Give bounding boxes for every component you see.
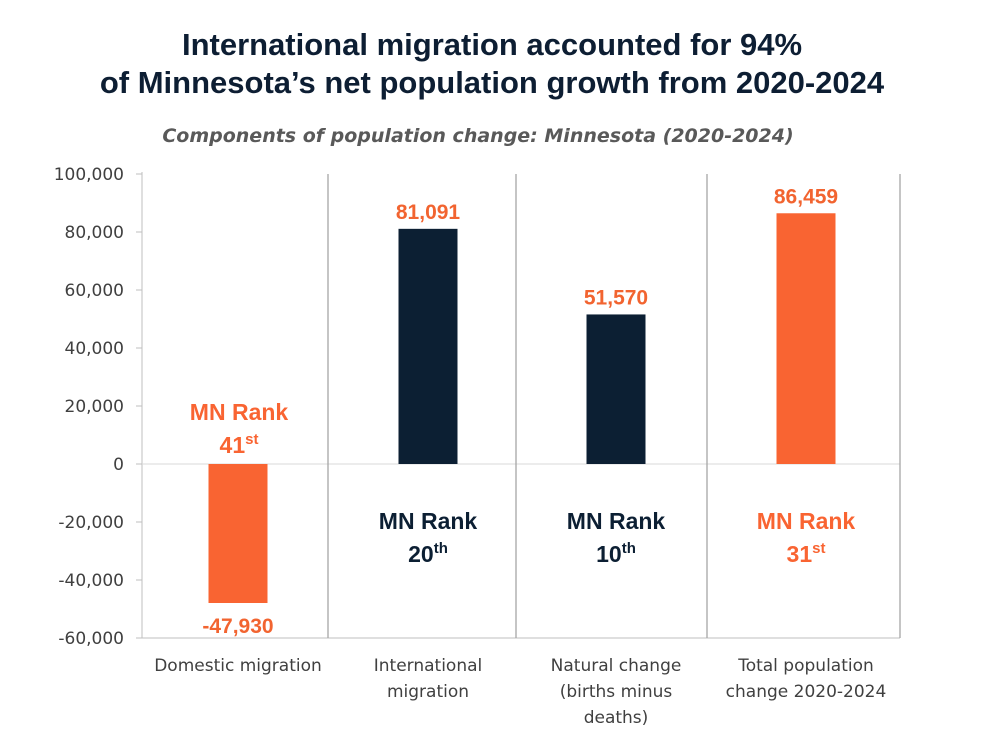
data-label: 86,459 (774, 185, 838, 208)
data-label: 51,570 (584, 286, 648, 309)
category-label: migration (387, 682, 469, 702)
bar (398, 228, 458, 464)
chart-title-line-2: of Minnesota’s net population growth fro… (99, 65, 885, 100)
category-label: change 2020-2024 (726, 682, 887, 702)
y-tick-label: -20,000 (58, 513, 124, 533)
rank-number: 31 (787, 541, 813, 567)
y-tick-label: -60,000 (58, 629, 124, 649)
y-tick-label: -40,000 (58, 571, 124, 591)
rank-annotation-label: MN Rank (757, 508, 856, 534)
category-label: International (374, 656, 483, 676)
rank-suffix: th (622, 540, 636, 557)
rank-suffix: st (245, 431, 258, 448)
rank-annotation-label: MN Rank (567, 508, 666, 534)
rank-annotation-label: MN Rank (190, 399, 289, 425)
bar (586, 314, 646, 464)
category-label: (births minus (560, 682, 673, 702)
rank-number: 20 (408, 541, 434, 567)
y-tick-label: 40,000 (65, 339, 124, 359)
y-tick-label: 20,000 (65, 397, 124, 417)
y-tick-label: 60,000 (65, 281, 124, 301)
bar (776, 213, 836, 464)
category-label: Total population (737, 656, 874, 676)
rank-annotation-value: 10th (596, 540, 636, 567)
chart-subtitle: Components of population change: Minneso… (162, 125, 794, 147)
y-tick-label: 80,000 (65, 223, 124, 243)
rank-annotation-value: 41st (220, 431, 259, 458)
rank-number: 41 (220, 432, 246, 458)
rank-number: 10 (596, 541, 622, 567)
rank-annotation-value: 20th (408, 540, 448, 567)
y-tick-label: 0 (113, 455, 124, 475)
data-label: 81,091 (396, 201, 461, 224)
bar (208, 464, 268, 603)
category-label: deaths) (584, 708, 649, 728)
rank-annotation-label: MN Rank (379, 508, 478, 534)
rank-annotation-value: 31st (787, 540, 826, 567)
data-label: -47,930 (202, 615, 273, 638)
category-label: Natural change (551, 656, 682, 676)
rank-suffix: st (812, 540, 825, 557)
rank-suffix: th (434, 540, 448, 557)
y-tick-label: 100,000 (54, 165, 124, 185)
chart-title-line-1: International migration accounted for 94… (181, 27, 803, 62)
chart-title: International migration accounted for 94… (0, 26, 984, 102)
category-label: Domestic migration (154, 656, 322, 676)
